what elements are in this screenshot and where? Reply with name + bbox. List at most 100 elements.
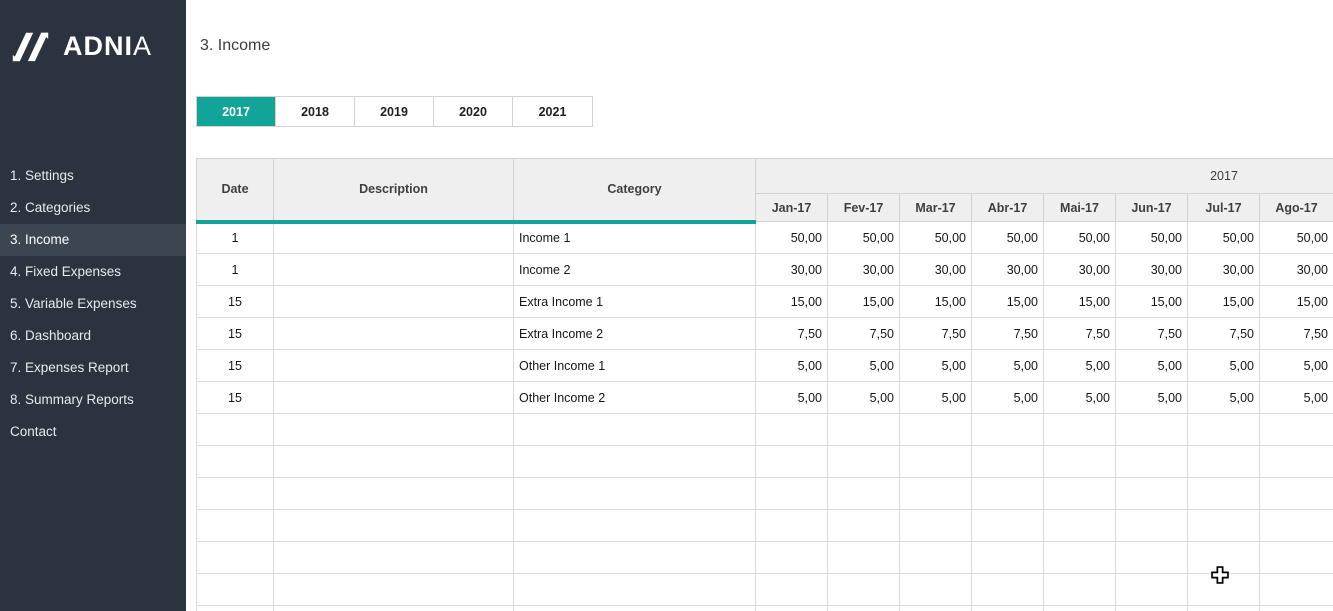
cell-value[interactable] [971,605,1044,611]
cell-value[interactable] [1259,477,1333,510]
cell-value[interactable] [1187,413,1260,446]
cell-value[interactable]: 5,00 [1259,349,1333,382]
cell-description[interactable] [273,381,514,414]
cell-value[interactable] [1115,605,1188,611]
cell-value[interactable]: 7,50 [1187,317,1260,350]
cell-category[interactable]: Income 1 [513,221,756,254]
cell-value[interactable]: 7,50 [1259,317,1333,350]
cell-category[interactable] [513,413,756,446]
cell-value[interactable]: 30,00 [1259,253,1333,286]
sidebar-item-6-dashboard[interactable]: 6. Dashboard [10,328,92,343]
cell-category[interactable] [513,445,756,478]
cell-value[interactable]: 30,00 [1043,253,1116,286]
cell-value[interactable] [899,509,972,542]
cell-value[interactable] [971,509,1044,542]
cell-value[interactable]: 5,00 [1043,381,1116,414]
cell-value[interactable] [971,413,1044,446]
cell-date[interactable] [196,445,274,478]
cell-value[interactable] [827,573,900,606]
cell-date[interactable] [196,413,274,446]
cell-description[interactable] [273,573,514,606]
cell-category[interactable] [513,509,756,542]
cell-value[interactable]: 30,00 [755,253,828,286]
cell-value[interactable]: 15,00 [755,285,828,318]
cell-value[interactable] [1043,541,1116,574]
cell-value[interactable]: 5,00 [827,381,900,414]
cell-value[interactable]: 30,00 [899,253,972,286]
cell-description[interactable] [273,445,514,478]
cell-value[interactable] [1115,509,1188,542]
cell-value[interactable] [755,541,828,574]
cell-value[interactable] [1259,509,1333,542]
cell-value[interactable]: 5,00 [1115,349,1188,382]
cell-value[interactable]: 30,00 [971,253,1044,286]
cell-value[interactable]: 50,00 [1115,221,1188,254]
cell-description[interactable] [273,285,514,318]
sidebar-item-4-fixed-expenses[interactable]: 4. Fixed Expenses [10,264,122,279]
cell-value[interactable] [827,541,900,574]
cell-value[interactable] [755,477,828,510]
tab-2021[interactable]: 2021 [513,97,592,126]
cell-value[interactable]: 5,00 [1187,381,1260,414]
sidebar-item-3-income[interactable]: 3. Income [0,224,186,256]
cell-category[interactable] [513,573,756,606]
cell-date[interactable]: 15 [196,381,274,414]
cell-value[interactable] [971,445,1044,478]
cell-value[interactable]: 5,00 [755,381,828,414]
cell-description[interactable] [273,349,514,382]
cell-value[interactable] [899,605,972,611]
tab-2018[interactable]: 2018 [276,97,355,126]
cell-category[interactable]: Extra Income 2 [513,317,756,350]
cell-value[interactable] [1043,413,1116,446]
cell-category[interactable] [513,605,756,611]
cell-value[interactable] [1259,445,1333,478]
cell-value[interactable] [755,509,828,542]
cell-value[interactable]: 5,00 [1259,381,1333,414]
cell-value[interactable] [755,605,828,611]
cell-value[interactable]: 7,50 [827,317,900,350]
cell-value[interactable]: 50,00 [1259,221,1333,254]
cell-value[interactable]: 15,00 [827,285,900,318]
cell-value[interactable] [1259,605,1333,611]
cell-value[interactable]: 7,50 [755,317,828,350]
sidebar-item-8-summary-reports[interactable]: 8. Summary Reports [10,392,134,407]
cell-value[interactable]: 7,50 [1043,317,1116,350]
cell-value[interactable]: 15,00 [899,285,972,318]
cell-value[interactable] [1115,477,1188,510]
cell-value[interactable] [899,445,972,478]
cell-value[interactable]: 7,50 [899,317,972,350]
cell-value[interactable] [1259,541,1333,574]
cell-description[interactable] [273,541,514,574]
cell-value[interactable] [827,445,900,478]
cell-value[interactable] [1043,477,1116,510]
cell-value[interactable] [971,541,1044,574]
cell-value[interactable] [1115,573,1188,606]
cell-value[interactable] [755,445,828,478]
cell-value[interactable]: 30,00 [1115,253,1188,286]
cell-value[interactable]: 7,50 [1115,317,1188,350]
cell-value[interactable] [1115,541,1188,574]
cell-value[interactable]: 15,00 [1115,285,1188,318]
tab-2019[interactable]: 2019 [355,97,434,126]
cell-category[interactable]: Extra Income 1 [513,285,756,318]
cell-value[interactable] [1259,413,1333,446]
cell-value[interactable]: 5,00 [1043,349,1116,382]
cell-value[interactable] [827,509,900,542]
cell-value[interactable] [755,413,828,446]
cell-value[interactable] [1043,605,1116,611]
cell-value[interactable] [827,605,900,611]
cell-value[interactable] [827,477,900,510]
cell-value[interactable]: 15,00 [1043,285,1116,318]
cell-category[interactable]: Income 2 [513,253,756,286]
cell-description[interactable] [273,509,514,542]
cell-date[interactable] [196,477,274,510]
cell-description[interactable] [273,477,514,510]
cell-category[interactable]: Other Income 2 [513,381,756,414]
cell-date[interactable]: 15 [196,285,274,318]
cell-date[interactable]: 1 [196,221,274,254]
cell-value[interactable]: 50,00 [1043,221,1116,254]
cell-value[interactable] [1259,573,1333,606]
cell-value[interactable]: 50,00 [755,221,828,254]
cell-value[interactable]: 15,00 [971,285,1044,318]
cell-value[interactable] [899,541,972,574]
